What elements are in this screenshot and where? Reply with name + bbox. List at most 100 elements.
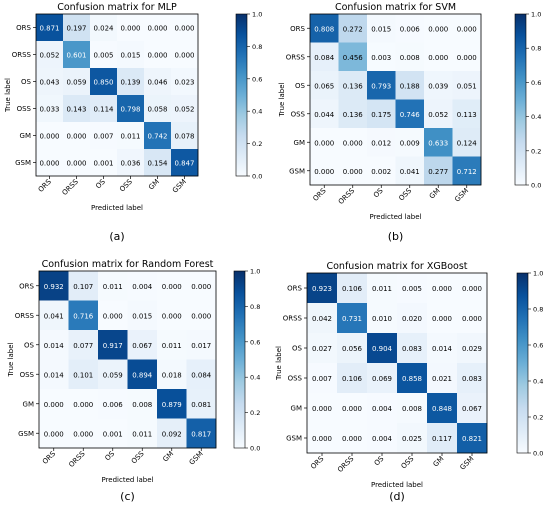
cell-value: 0.000 <box>174 25 194 33</box>
matrix-cell <box>186 389 217 419</box>
matrix-cell <box>127 359 158 390</box>
matrix-cell <box>36 149 64 177</box>
cell-value: 0.005 <box>93 52 113 60</box>
colorbar-tick-label: 0.0 <box>252 173 262 181</box>
matrix-cell <box>68 389 99 419</box>
matrix-cell <box>367 273 398 304</box>
cell-value: 0.043 <box>39 79 59 87</box>
matrix-cell <box>395 14 425 43</box>
colorbar-tick-label: 0.2 <box>531 147 541 155</box>
cell-value: 0.010 <box>372 315 392 323</box>
x-axis-label: Predicted label <box>101 476 153 484</box>
matrix-cell <box>310 14 339 43</box>
matrix-cell <box>127 300 158 331</box>
matrix-cell <box>186 300 217 331</box>
y-tick-label: OSS <box>288 375 303 383</box>
matrix-cell <box>310 99 339 129</box>
matrix-frame <box>35 13 199 177</box>
y-tick-label: OS <box>295 82 306 90</box>
matrix-cell <box>367 363 398 394</box>
x-tick-label: ORSS <box>61 177 81 197</box>
y-tick-label: ORS <box>287 285 302 293</box>
colorbar-tick-label: 0.8 <box>533 306 543 314</box>
y-tick-label: GM <box>291 405 302 413</box>
x-tick-label: ORS <box>37 177 54 194</box>
panel-c: Confusion matrix for Random Forest 0.932 0… <box>7 259 260 503</box>
matrix-cell <box>186 330 217 360</box>
matrix-cell <box>457 393 488 424</box>
matrix-cell <box>98 418 128 449</box>
colorbar <box>233 270 246 449</box>
cell-value: 0.000 <box>312 435 332 443</box>
panel-label: (a) <box>109 230 124 243</box>
cell-value: 0.006 <box>400 25 421 33</box>
matrix-cell <box>367 42 396 72</box>
x-tick-label: OS <box>94 177 107 190</box>
colorbar-tick-label: 0.4 <box>250 374 260 382</box>
colorbar-tick-label: 0.0 <box>250 445 260 453</box>
cell-value: 0.058 <box>147 106 167 114</box>
x-tick-label: OSS <box>130 449 146 465</box>
matrix-cell <box>457 423 488 454</box>
cell-value: 0.011 <box>372 285 392 293</box>
y-tick-label: ORSS <box>15 312 35 320</box>
x-tick-label: GM <box>432 455 446 469</box>
matrix-cell <box>157 271 187 301</box>
matrix-cell <box>338 128 368 157</box>
y-tick-label: OSS <box>20 371 35 379</box>
cell-value: 0.044 <box>314 111 335 119</box>
cell-value: 0.000 <box>457 25 477 33</box>
matrix-cell <box>452 14 482 43</box>
y-axis-label: True label <box>7 342 15 377</box>
cell-value: 0.020 <box>402 315 422 323</box>
y-tick-label: ORS <box>16 24 31 32</box>
cell-value: 0.067 <box>462 405 482 413</box>
matrix-cell <box>144 122 172 150</box>
cell-value: 0.084 <box>191 371 212 379</box>
matrix-cell <box>427 303 458 334</box>
matrix-cell <box>397 363 428 394</box>
cell-value: 0.000 <box>103 312 123 320</box>
colorbar-tick-label: 1.0 <box>533 270 543 278</box>
matrix-cell <box>427 273 458 304</box>
colorbar-tick-label: 0.6 <box>250 338 260 346</box>
matrix-cell <box>39 271 69 301</box>
matrix-cell <box>424 128 453 157</box>
cell-value: 0.052 <box>174 106 194 114</box>
matrix-cell <box>171 14 199 42</box>
colorbar <box>514 13 527 186</box>
cell-value: 0.059 <box>66 79 86 87</box>
cell-value: 0.188 <box>400 82 420 90</box>
cell-value: 0.154 <box>147 160 168 168</box>
cell-value: 0.027 <box>312 345 332 353</box>
matrix-cell <box>186 359 217 390</box>
cell-value: 0.848 <box>432 405 452 413</box>
cell-value: 0.917 <box>103 342 123 350</box>
cell-value: 0.000 <box>147 25 167 33</box>
cell-value: 0.007 <box>312 375 332 383</box>
cell-value: 0.000 <box>191 312 211 320</box>
y-tick-label: GSM <box>286 435 302 443</box>
cell-value: 0.000 <box>432 285 452 293</box>
matrix-cell <box>457 363 488 394</box>
matrix-cell <box>68 330 99 360</box>
panel-title: Confusion matrix for XGBoost <box>326 261 467 272</box>
cell-value: 0.004 <box>132 283 153 291</box>
matrix-cell <box>68 359 99 390</box>
cell-value: 0.932 <box>44 283 64 291</box>
matrix-cell <box>144 41 172 69</box>
x-tick-label: GSM <box>453 187 470 204</box>
matrix-cell <box>397 393 428 424</box>
y-tick-label: ORSS <box>12 51 32 59</box>
matrix-cell <box>157 330 187 360</box>
y-tick-label: GM <box>294 139 305 147</box>
matrix-cell <box>36 122 64 150</box>
cell-value: 0.197 <box>66 25 86 33</box>
y-tick-label: OS <box>24 341 35 349</box>
cell-value: 0.014 <box>44 371 65 379</box>
cell-value: 0.009 <box>400 139 420 147</box>
panel-label: (d) <box>389 490 405 503</box>
cell-value: 0.000 <box>39 160 59 168</box>
matrix-cell <box>39 330 69 360</box>
matrix-cell <box>427 333 458 364</box>
